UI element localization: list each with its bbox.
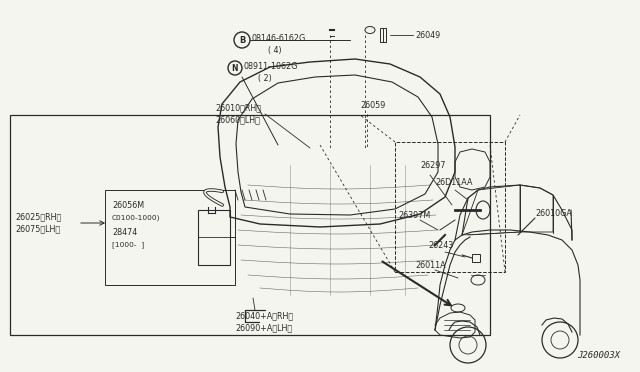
Text: 26297: 26297 [420, 160, 445, 170]
Text: 26D11AA: 26D11AA [435, 177, 472, 186]
Bar [395, 142, 505, 272]
Text: 26056M: 26056M [112, 201, 144, 209]
Text: 26090+A〈LH〉: 26090+A〈LH〉 [235, 324, 292, 333]
Text: ( 4): ( 4) [268, 45, 282, 55]
Text: 26059: 26059 [360, 100, 385, 109]
Text: N: N [232, 64, 238, 73]
Text: 26243: 26243 [428, 241, 453, 250]
Text: C0100-1000): C0100-1000) [112, 215, 161, 221]
Text: B: B [239, 35, 245, 45]
Bar [198, 210, 230, 265]
Text: 08911-1062G: 08911-1062G [244, 61, 298, 71]
Text: J260003X: J260003X [577, 351, 620, 360]
Text: 26010GA: 26010GA [535, 208, 572, 218]
Text: [1000-  ]: [1000- ] [112, 242, 144, 248]
Text: ( 2): ( 2) [258, 74, 272, 83]
Text: 26397M: 26397M [398, 211, 430, 219]
Bar [472, 254, 480, 262]
Text: 26060〈LH〉: 26060〈LH〉 [215, 115, 260, 125]
Bar [105, 190, 235, 285]
Text: 26011A: 26011A [415, 260, 445, 269]
Text: 08146-6162G: 08146-6162G [252, 33, 307, 42]
Text: 26025〈RH〉: 26025〈RH〉 [15, 212, 61, 221]
Bar [380, 28, 386, 42]
Text: 28474: 28474 [112, 228, 137, 237]
Text: 26075〈LH〉: 26075〈LH〉 [15, 224, 60, 234]
Text: 26010〈RH〉: 26010〈RH〉 [215, 103, 261, 112]
Text: 26040+A〈RH〉: 26040+A〈RH〉 [235, 311, 293, 321]
Text: 26049: 26049 [415, 31, 440, 39]
Bar [10, 115, 490, 335]
